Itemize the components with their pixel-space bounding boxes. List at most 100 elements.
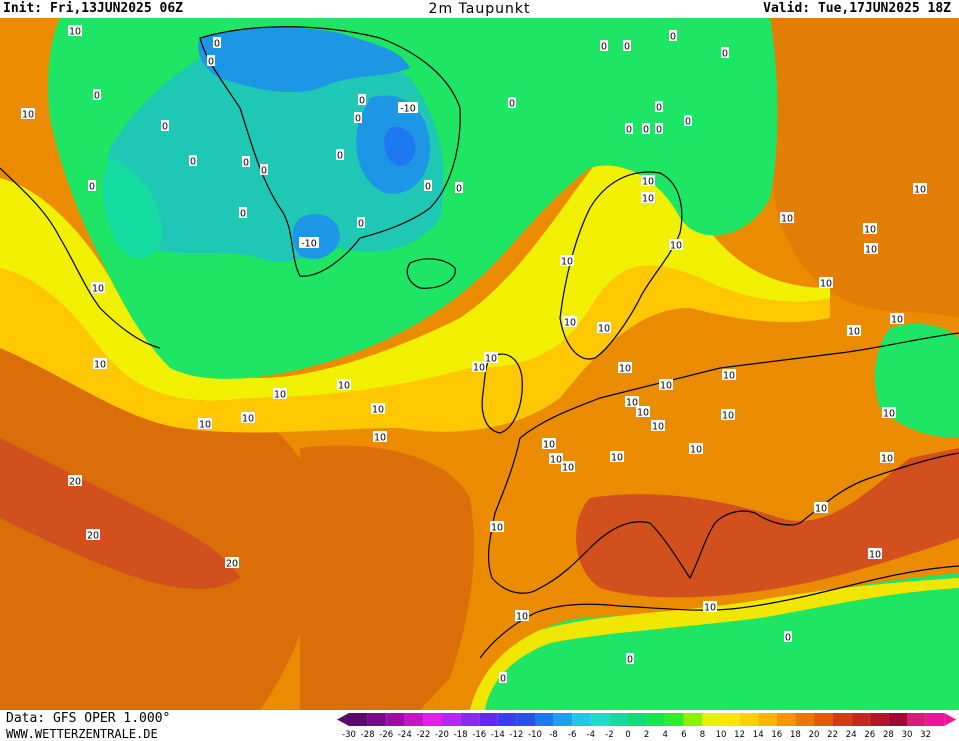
map-header: Init: Fri,13JUN2025 06Z 2m Taupunkt Vali… [0,0,959,18]
colorbar-tick-label: 26 [864,730,875,739]
contour-label: 0 [89,182,95,193]
contour-label-bg [642,123,650,134]
contour-label-bg [814,502,828,513]
colorbar-tick-label: 28 [883,730,894,739]
valid-time-label: Valid: Tue,17JUN2025 18Z [763,1,951,16]
contour-label-bg [864,243,878,254]
colorbar-tick-label: 14 [753,730,764,739]
colorbar-tick-label: -16 [472,730,486,739]
contour-label: 10 [564,318,576,329]
colorbar-swatch [349,713,368,726]
contour-label: 10 [199,420,211,431]
coastline-iceland [406,258,456,289]
contour-label-bg [207,55,215,66]
contour-label-bg [847,325,861,336]
colorbar-tick-label: 12 [734,730,745,739]
contour-label-bg [86,529,100,540]
contour-label: 10 [626,398,638,409]
contour-label-bg [626,653,634,664]
contour-label: 10 [94,360,106,371]
contour-label: 10 [543,440,555,451]
contour-label: 10 [69,27,81,38]
colorbar-swatch [814,713,833,726]
contour-label: 10 [704,603,716,614]
contour-label: 10 [374,433,386,444]
contour-label: 0 [509,99,515,110]
contour-label-bg [508,97,516,108]
contour-label-bg [354,112,362,123]
contour-label-bg [651,420,665,431]
colorbar-tick-label: 4 [662,730,667,739]
colorbar-tick-label: -26 [379,730,393,739]
colorbar-tick-label: -10 [528,730,542,739]
contour-label: 10 [274,390,286,401]
contour-label-bg [890,313,904,324]
contour-label: 10 [598,324,610,335]
contour-label-bg [93,89,101,100]
contour-label: 0 [190,157,196,168]
contour-label: 10 [642,177,654,188]
contour-label-bg [625,396,639,407]
colorbar-swatch [739,713,759,726]
contour-label-bg [563,316,577,327]
field-cyan-greenland [107,35,444,263]
colorbar-swatch [646,713,666,726]
contour-label: -10 [400,104,416,115]
colorbar-tick-label: 20 [809,730,820,739]
colorbar-tick-label: 32 [920,730,931,739]
field-red-orange-med [576,448,959,598]
colorbar-swatch [907,713,926,726]
contour-label-bg [357,217,365,228]
contour-label-bg [819,277,833,288]
contour-label: 20 [87,531,99,542]
colorbar-tick-label: -20 [435,730,449,739]
colorbar-swatch [423,713,442,726]
contour-label-bg [299,237,319,248]
contour-label: 0 [240,209,246,220]
coastline-british-isles [481,353,523,434]
contour-label-bg [784,631,792,642]
contour-label: 0 [656,103,662,114]
contour-label: 0 [208,57,214,68]
colorbar-swatch [795,713,814,726]
colorbar-swatch [609,713,628,726]
contour-label: 0 [624,42,630,53]
coastline-scandinavia [559,171,683,360]
colorbar-swatch [683,713,703,726]
contour-label: 10 [865,245,877,256]
contour-label: 10 [561,257,573,268]
contour-label-bg [239,207,247,218]
contour-label: 10 [550,455,562,466]
contour-label-bg [225,557,239,568]
dewpoint-map: 10 10 10 10 10 10 10 10 10 10 10 10 10 10 10 10 10 10 10 10… [0,18,959,710]
colorbar-swatch [590,713,610,726]
contour-label: 10 [670,241,682,252]
contour-label-bg [68,25,82,36]
field-gold-band [0,265,830,433]
contour-label: 0 [214,39,220,50]
coastline-north-africa [479,565,959,659]
contour-label: 0 [456,184,462,195]
contour-label: 0 [722,49,728,60]
colorbar-swatch [516,713,535,726]
colorbar-swatch [758,713,777,726]
colorbar-swatch [888,713,907,726]
field-red-orange-atlantic [0,438,240,589]
colorbar-tick-label: 10 [716,730,727,739]
contour-label-bg [655,123,663,134]
contour-label-bg [625,123,633,134]
contour-label-bg [161,120,169,131]
contour-label-bg [721,47,729,58]
field-cyan-canada [102,158,162,259]
contour-label: 0 [358,219,364,230]
website-label: WWW.WETTERZENTRALE.DE [6,727,158,741]
colorbar-swatch [832,713,852,726]
colorbar-tick-label: -6 [568,730,576,739]
contour-label-bg [636,406,650,417]
contour-label: 10 [372,405,384,416]
contour-label: 10 [660,381,672,392]
contour-label-bg [549,453,563,464]
contour-label: 0 [643,125,649,136]
contour-label-bg [241,412,255,423]
